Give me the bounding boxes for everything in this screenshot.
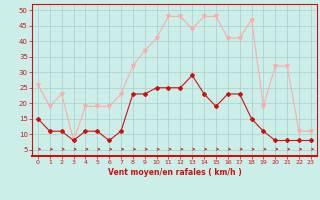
X-axis label: Vent moyen/en rafales ( km/h ): Vent moyen/en rafales ( km/h )	[108, 168, 241, 177]
